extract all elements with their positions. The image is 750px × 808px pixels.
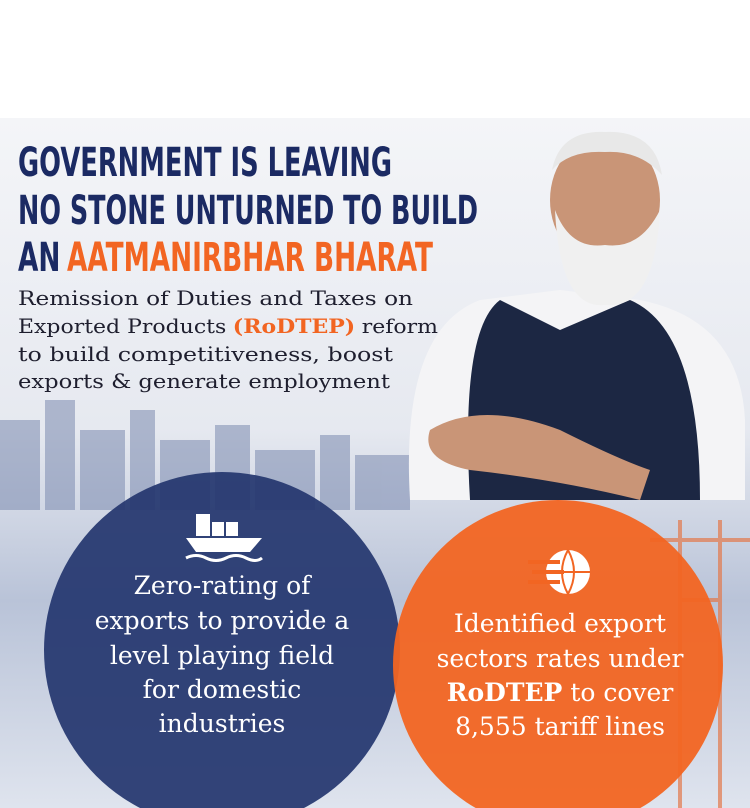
circle-line: sectors rates under <box>437 644 684 673</box>
globe-icon <box>528 549 590 595</box>
intro-highlight: (RoDTEP) <box>233 314 355 338</box>
intro-line: exports & generate employment <box>18 369 390 393</box>
intro-line: to build competitiveness, boost <box>18 342 393 366</box>
left-circle <box>44 472 400 808</box>
headline-line: NO STONE UNTURNED TO BUILD <box>18 188 478 234</box>
circle-line: industries <box>159 709 286 738</box>
circle-line: Identified export <box>454 609 666 638</box>
portrait <box>408 131 745 500</box>
headline-highlight: AATMANIRBHAR BHARAT <box>67 235 434 281</box>
headline-line: ANAATMANIRBHAR BHARAT <box>18 235 433 281</box>
circle-bold: RoDTEP <box>447 678 563 707</box>
circle-line: for domestic <box>143 675 302 704</box>
circle-line: Zero-rating of <box>134 571 313 600</box>
right-circle-text: Identified export sectors rates under Ro… <box>437 609 684 741</box>
headline-line: GOVERNMENT IS LEAVING <box>18 140 392 186</box>
circle-line: RoDTEP to cover <box>447 678 674 707</box>
circle-line: level playing field <box>110 641 334 670</box>
headline-text: AN <box>18 235 60 281</box>
right-circle <box>393 500 723 808</box>
circle-line: exports to provide a <box>95 606 350 635</box>
circle-line: 8,555 tariff lines <box>455 712 665 741</box>
circle-text: to cover <box>570 678 673 707</box>
intro-text: Exported Products <box>18 314 226 338</box>
intro-line: Exported Products (RoDTEP) reform <box>18 314 438 338</box>
intro-line: Remission of Duties and Taxes on <box>18 286 413 310</box>
ship-icon <box>185 514 263 562</box>
intro-text: reform <box>362 314 438 338</box>
left-circle-text: Zero-rating of exports to provide a leve… <box>95 571 350 738</box>
